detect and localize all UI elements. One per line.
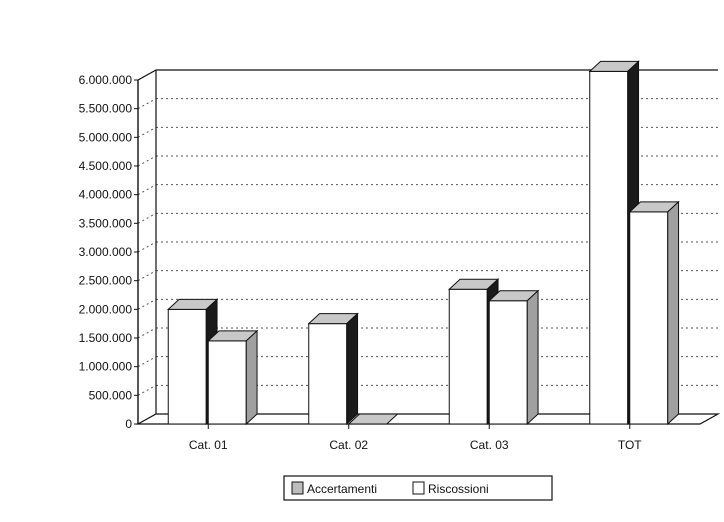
bar-top	[347, 413, 399, 425]
gridline-diagonal	[137, 241, 157, 253]
bar-side	[526, 289, 539, 426]
bar-front	[167, 308, 207, 425]
y-tick-label: 500.000	[89, 388, 133, 402]
y-tick-label: 2.000.000	[79, 302, 133, 316]
gridline-diagonal	[137, 384, 157, 396]
x-category-label: Cat. 01	[189, 438, 228, 452]
gridline-diagonal	[137, 270, 157, 282]
bar-front	[488, 300, 528, 425]
legend-swatch-accertamenti	[291, 481, 304, 495]
legend-label-accertamenti: Accertamenti	[307, 482, 377, 496]
bar-riscossioni-4	[628, 200, 680, 426]
bar-riscossioni-1	[206, 329, 259, 426]
y-tick-label: 6.000.000	[79, 73, 133, 87]
gridline-diagonal	[137, 155, 157, 167]
legend-swatch-riscossioni	[412, 481, 425, 495]
bar-accertamenti-2	[307, 312, 359, 426]
gridline-diagonal	[137, 327, 157, 339]
x-category-label: TOT	[618, 438, 642, 452]
y-tick-label: 4.500.000	[79, 159, 133, 173]
x-category-label: Cat. 03	[470, 438, 509, 452]
bar-front	[589, 70, 629, 425]
bar-riscossioni-3	[487, 289, 540, 426]
bar-front	[448, 288, 488, 425]
gridline-diagonal	[137, 98, 157, 110]
wall-corner-edge	[137, 69, 157, 81]
bars	[166, 60, 680, 426]
gridline-diagonal	[137, 356, 157, 368]
y-tick-label: 5.500.000	[79, 102, 133, 116]
bar-side	[667, 200, 680, 426]
bar-riscossioni-2	[347, 413, 399, 425]
bar-front	[308, 323, 348, 425]
bar-side	[245, 329, 258, 426]
y-tick-label: 4.000.000	[79, 188, 133, 202]
x-category-label: Cat. 02	[329, 438, 368, 452]
bar-front	[207, 340, 247, 425]
y-tick-label: 2.500.000	[79, 274, 133, 288]
y-tick-label: 5.000.000	[79, 130, 133, 144]
bar-front	[629, 211, 669, 425]
legend-label-riscossioni: Riscossioni	[428, 482, 489, 496]
y-tick-label: 1.500.000	[79, 331, 133, 345]
y-tick-label: 3.500.000	[79, 216, 133, 230]
x-axis-categories: Cat. 01 Cat. 02 Cat. 03 TOT	[189, 424, 642, 452]
gridline-diagonal	[137, 184, 157, 196]
gridline-diagonal	[137, 212, 157, 224]
gridline-diagonal	[137, 126, 157, 138]
y-tick-label: 1.000.000	[79, 360, 133, 374]
legend: Accertamenti Riscossioni	[283, 475, 553, 501]
gridline-diagonal	[137, 298, 157, 310]
bar-side	[346, 312, 359, 426]
y-tick-label: 3.000.000	[79, 245, 133, 259]
y-axis-ticks: 0 500.000 1.000.000 1.500.000 2.000.000 2.500…	[79, 73, 138, 431]
y-tick-label: 0	[125, 417, 132, 431]
